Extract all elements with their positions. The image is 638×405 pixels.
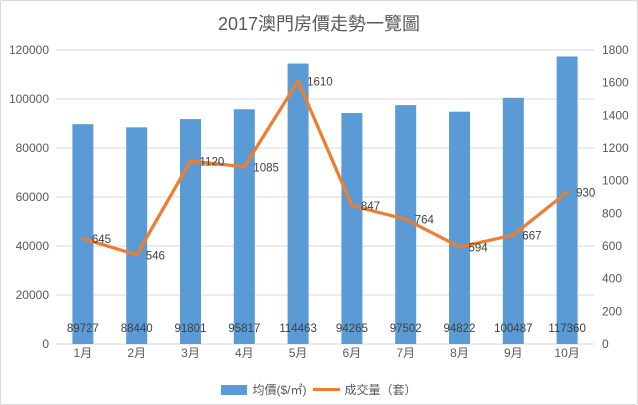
bar-data-label: 97502 (390, 323, 422, 335)
right-axis-tick-label: 0 (602, 337, 609, 351)
x-axis-tick-label: 6月 (343, 346, 362, 360)
chart-title: 2017澳門房價走勢一覽圖 (217, 14, 421, 34)
bar-data-label: 117360 (548, 323, 586, 335)
x-axis-tick-label: 7月 (396, 346, 415, 360)
left-axis-tick-label: 0 (42, 337, 49, 351)
x-axis-tick-label: 2月 (127, 346, 146, 360)
left-axis-tick-label: 60000 (16, 190, 50, 204)
x-axis-tick-label: 9月 (504, 346, 523, 360)
x-axis-tick-label: 8月 (450, 346, 469, 360)
line-data-label: 594 (469, 242, 489, 254)
legend-item-volume: 成交量（套） (307, 381, 417, 398)
legend-bar-label: 均價($/㎡) (252, 383, 307, 397)
bar (180, 119, 201, 344)
right-axis-tick-label: 1000 (602, 174, 629, 188)
bar-data-label: 91801 (175, 323, 207, 335)
bar-data-label: 89727 (67, 323, 99, 335)
bar-data-label: 88440 (121, 323, 153, 335)
line-data-label: 645 (92, 234, 111, 246)
x-axis-tick-label: 3月 (181, 346, 200, 360)
right-axis-tick-label: 1800 (602, 43, 629, 57)
bar (126, 127, 148, 345)
bar (341, 113, 363, 344)
bar (233, 109, 255, 344)
bar-data-label: 95817 (228, 323, 260, 335)
bar (395, 105, 417, 344)
left-axis-tick-label: 20000 (16, 288, 50, 302)
x-axis-tick-label: 5月 (289, 346, 308, 360)
right-axis-tick-label: 200 (602, 304, 622, 318)
right-axis-tick-label: 1400 (602, 108, 629, 122)
line-data-label: 1120 (200, 157, 225, 169)
right-axis-tick-label: 1200 (602, 141, 629, 155)
left-axis-tick-label: 100000 (9, 92, 49, 106)
right-axis-tick-label: 1600 (602, 76, 629, 90)
bar-data-label: 114463 (279, 323, 317, 335)
legend-line-label: 成交量（套） (344, 383, 417, 397)
x-axis-tick-label: 1月 (74, 346, 93, 360)
bar-data-label: 94822 (444, 323, 476, 335)
right-axis-tick-label: 800 (602, 206, 622, 220)
legend-item-price: 均價($/㎡) (221, 381, 307, 398)
x-axis-tick-label: 4月 (235, 346, 254, 360)
line-data-label: 1610 (307, 77, 333, 89)
bar (502, 97, 524, 344)
left-axis-tick-label: 80000 (16, 141, 50, 155)
bar-data-label: 100487 (494, 323, 532, 335)
legend: 均價($/㎡) 成交量（套） (1, 381, 637, 398)
line-data-label: 847 (361, 201, 380, 213)
line-data-label: 930 (576, 188, 595, 200)
line-data-label: 546 (146, 250, 165, 262)
bar (556, 56, 578, 345)
bar-data-label: 94265 (336, 323, 368, 335)
bar (287, 63, 309, 345)
line-series (81, 79, 569, 257)
left-axis-tick-label: 120000 (9, 43, 49, 57)
legend-bar-swatch (221, 384, 248, 395)
right-axis-tick-label: 400 (602, 272, 622, 286)
line-data-label: 1085 (253, 162, 279, 174)
x-axis-tick-label: 10月 (554, 346, 579, 360)
line-data-label: 667 (522, 231, 541, 243)
right-axis-tick-label: 600 (602, 239, 622, 253)
line-data-label: 764 (415, 215, 435, 227)
bar (72, 124, 94, 344)
left-axis-tick-label: 40000 (16, 239, 50, 253)
legend-line-swatch (312, 388, 340, 391)
bar (449, 111, 470, 344)
